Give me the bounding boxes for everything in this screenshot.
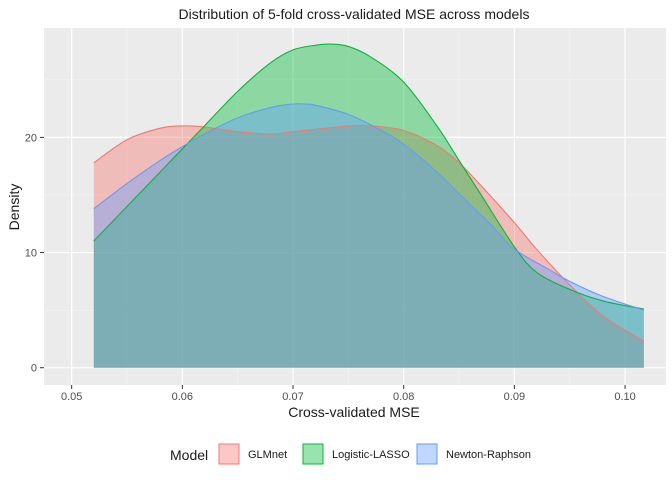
- y-tick-label: 0: [31, 363, 37, 375]
- density-area-glmnet: [93, 125, 644, 368]
- minor-grid: [44, 28, 666, 385]
- legend-title: Model: [170, 447, 208, 463]
- legend-label-logistic-lasso: Logistic-LASSO: [332, 449, 410, 461]
- y-axis: 0 10 20: [25, 132, 44, 375]
- x-axis-title: Cross-validated MSE: [288, 404, 420, 420]
- x-axis: 0.05 0.06 0.07 0.08 0.09 0.10: [61, 385, 636, 403]
- legend: Model GLMnet Logistic-LASSO Newton-Raphson: [170, 443, 531, 465]
- density-area-newton-raphson: [93, 103, 644, 368]
- density-area-logistic-lasso: [93, 44, 644, 368]
- density-line-glmnet: [93, 124, 645, 342]
- legend-key-newton-raphson: [416, 443, 438, 465]
- x-tick-label: 0.08: [393, 391, 414, 403]
- legend-label-glmnet: GLMnet: [248, 449, 287, 461]
- x-tick-label: 0.06: [172, 391, 193, 403]
- x-tick-label: 0.10: [614, 391, 635, 403]
- legend-key-logistic-lasso: [302, 443, 324, 465]
- x-tick-label: 0.05: [61, 391, 82, 403]
- legend-key-glmnet: [218, 443, 240, 465]
- density-areas: [93, 44, 644, 368]
- density-line-newton-raphson: [93, 103, 645, 311]
- y-tick-label: 20: [25, 132, 37, 144]
- chart-title: Distribution of 5-fold cross-validated M…: [179, 6, 530, 22]
- density-lines: [93, 43, 645, 342]
- legend-label-newton-raphson: Newton-Raphson: [446, 449, 531, 461]
- x-tick-label: 0.09: [504, 391, 525, 403]
- y-axis-title: Density: [6, 184, 22, 231]
- major-grid: [44, 28, 666, 385]
- x-tick-label: 0.07: [282, 391, 303, 403]
- y-tick-label: 10: [25, 248, 37, 260]
- plot-panel: [44, 28, 666, 385]
